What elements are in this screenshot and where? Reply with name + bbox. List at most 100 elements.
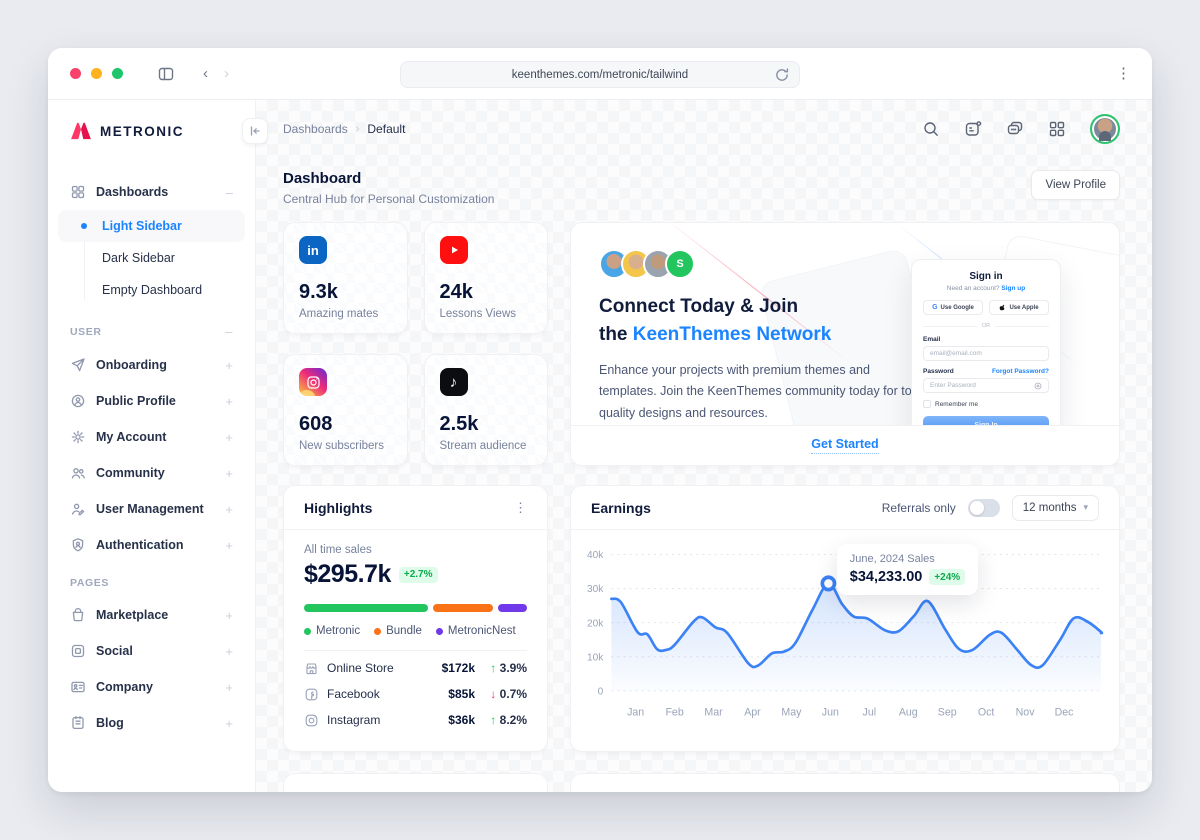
view-profile-button[interactable]: View Profile <box>1031 170 1120 200</box>
signin-prompt: Need an account? Sign up <box>946 285 1026 292</box>
user-circle-icon <box>70 393 86 409</box>
sidebar-item-light-sidebar[interactable]: Light Sidebar <box>58 210 245 242</box>
sidebar-item-public-profile[interactable]: Public Profile + <box>58 383 245 419</box>
browser-chrome: ‹ › keenthemes.com/metronic/tailwind ⋮ <box>48 48 1152 100</box>
stat-card-tiktok[interactable]: ♪ 2.5k Stream audience <box>423 354 548 466</box>
remember-me-checkbox[interactable] <box>923 400 931 408</box>
sidebar-item-social[interactable]: Social + <box>58 633 245 669</box>
user-avatar[interactable] <box>1090 114 1120 144</box>
svg-text:May: May <box>781 707 802 719</box>
sidebar-item-dashboards[interactable]: Dashboards – <box>58 174 245 210</box>
svg-text:Sep: Sep <box>938 707 957 719</box>
sidebar-item-my-account[interactable]: My Account + <box>58 419 245 455</box>
sidebar-item-community[interactable]: Community + <box>58 455 245 491</box>
use-google-button[interactable]: G Use Google <box>923 300 983 315</box>
notifications-icon[interactable] <box>964 120 982 138</box>
all-time-sales-label: All time sales <box>304 544 372 556</box>
sales-delta-badge: +2.7% <box>398 566 438 583</box>
window-controls <box>70 68 123 79</box>
gear-icon <box>70 429 86 445</box>
app-window: ‹ › keenthemes.com/metronic/tailwind ⋮ M… <box>48 48 1152 792</box>
expand-plus-icon[interactable]: + <box>225 501 233 517</box>
refresh-icon[interactable] <box>773 66 791 84</box>
sidebar-item-authentication[interactable]: Authentication + <box>58 527 245 563</box>
get-started-link[interactable]: Get Started <box>811 437 879 454</box>
back-button[interactable]: ‹ <box>203 65 208 82</box>
search-icon[interactable] <box>922 120 940 138</box>
distribution-bar <box>304 604 527 612</box>
range-select[interactable]: 12 months ▾ <box>1011 494 1099 521</box>
chevron-down-icon: ▾ <box>1083 502 1088 512</box>
chat-icon[interactable] <box>1006 120 1024 138</box>
expand-plus-icon[interactable]: + <box>225 537 233 553</box>
browser-sidebar-icon[interactable] <box>157 65 175 83</box>
channel-row-instagram[interactable]: Instagram $36k ↑ 8.2% <box>304 707 527 733</box>
sidebar-item-blog[interactable]: Blog + <box>58 705 245 741</box>
signin-title: Sign in <box>969 271 1003 282</box>
svg-text:Oct: Oct <box>978 707 995 719</box>
expand-plus-icon[interactable]: + <box>225 465 233 481</box>
email-field[interactable]: email@email.com <box>923 346 1049 361</box>
expand-plus-icon[interactable]: + <box>225 429 233 445</box>
channel-delta: ↑ 8.2% <box>490 713 527 727</box>
minimize-window-button[interactable] <box>91 68 102 79</box>
channel-row-online-store[interactable]: Online Store $172k ↑ 3.9% <box>304 655 527 681</box>
sidebar-item-company[interactable]: Company + <box>58 669 245 705</box>
sidebar-item-label: Public Profile <box>96 394 176 408</box>
collapse-minus-icon[interactable]: – <box>225 324 233 339</box>
sidebar-item-empty-dashboard[interactable]: Empty Dashboard <box>58 274 245 306</box>
channel-row-facebook[interactable]: Facebook $85k ↓ 0.7% <box>304 681 527 707</box>
maximize-window-button[interactable] <box>112 68 123 79</box>
youtube-icon <box>439 236 468 264</box>
remember-me-label: Remember me <box>935 400 978 408</box>
expand-plus-icon[interactable]: + <box>225 643 233 659</box>
expand-plus-icon[interactable]: + <box>225 607 233 623</box>
sidebar-item-marketplace[interactable]: Marketplace + <box>58 597 245 633</box>
sidebar-collapse-button[interactable] <box>242 118 268 144</box>
stat-value: 608 <box>299 413 333 435</box>
users-icon <box>70 465 86 481</box>
signup-link[interactable]: Sign up <box>1001 285 1026 292</box>
stat-label: Amazing mates <box>299 308 379 320</box>
forgot-password-link[interactable]: Forgot Password? <box>991 368 1049 375</box>
sidebar-item-user-management[interactable]: User Management + <box>58 491 245 527</box>
grid-icon <box>70 184 86 200</box>
apps-grid-icon[interactable] <box>1048 120 1066 138</box>
expand-plus-icon[interactable]: + <box>225 393 233 409</box>
breadcrumb: Dashboards › Default <box>283 122 405 136</box>
expand-plus-icon[interactable]: + <box>225 679 233 695</box>
stat-card-instagram[interactable]: 608 New subscribers <box>283 354 408 466</box>
id-card-icon <box>70 679 86 695</box>
sidebar-item-onboarding[interactable]: Onboarding + <box>58 347 245 383</box>
collapse-minus-icon[interactable]: – <box>225 184 233 200</box>
data-point-marker[interactable] <box>820 575 837 592</box>
eye-icon[interactable] <box>1034 382 1042 390</box>
stat-label: New subscribers <box>299 440 384 452</box>
svg-text:Nov: Nov <box>1016 707 1035 719</box>
password-field[interactable]: Enter Password <box>923 378 1049 393</box>
close-window-button[interactable] <box>70 68 81 79</box>
referrals-only-toggle[interactable] <box>967 498 1000 517</box>
signin-preview-card: Sign in Need an account? Sign up G Use Go… <box>911 259 1061 441</box>
stat-card-youtube[interactable]: 24k Lessons Views <box>423 222 548 334</box>
submenu-label: Light Sidebar <box>102 219 182 233</box>
browser-menu-icon[interactable]: ⋮ <box>1116 65 1131 82</box>
forward-button[interactable]: › <box>224 65 229 82</box>
highlighted-text: KeenThemes Network <box>632 323 832 345</box>
breadcrumb-parent[interactable]: Dashboards <box>283 122 348 136</box>
expand-plus-icon[interactable]: + <box>225 715 233 731</box>
svg-text:40k: 40k <box>587 550 604 561</box>
tooltip-value: $34,233.00 <box>849 569 923 585</box>
address-bar[interactable]: keenthemes.com/metronic/tailwind <box>400 61 800 88</box>
sidebar-item-label: Community <box>96 466 165 480</box>
stat-label: Stream audience <box>439 440 527 452</box>
submenu-label: Dark Sidebar <box>102 251 175 265</box>
card-menu-icon[interactable]: ⋮ <box>514 499 527 515</box>
use-apple-button[interactable]: Use Apple <box>989 300 1049 315</box>
shop-icon <box>304 661 319 676</box>
stat-card-linkedin[interactable]: in 9.3k Amazing mates <box>283 222 408 334</box>
expand-plus-icon[interactable]: + <box>225 357 233 373</box>
svg-text:Jan: Jan <box>627 707 644 719</box>
connect-card: S Connect Today & Join the KeenThemes Ne… <box>570 222 1120 466</box>
sidebar-item-dark-sidebar[interactable]: Dark Sidebar <box>58 242 245 274</box>
